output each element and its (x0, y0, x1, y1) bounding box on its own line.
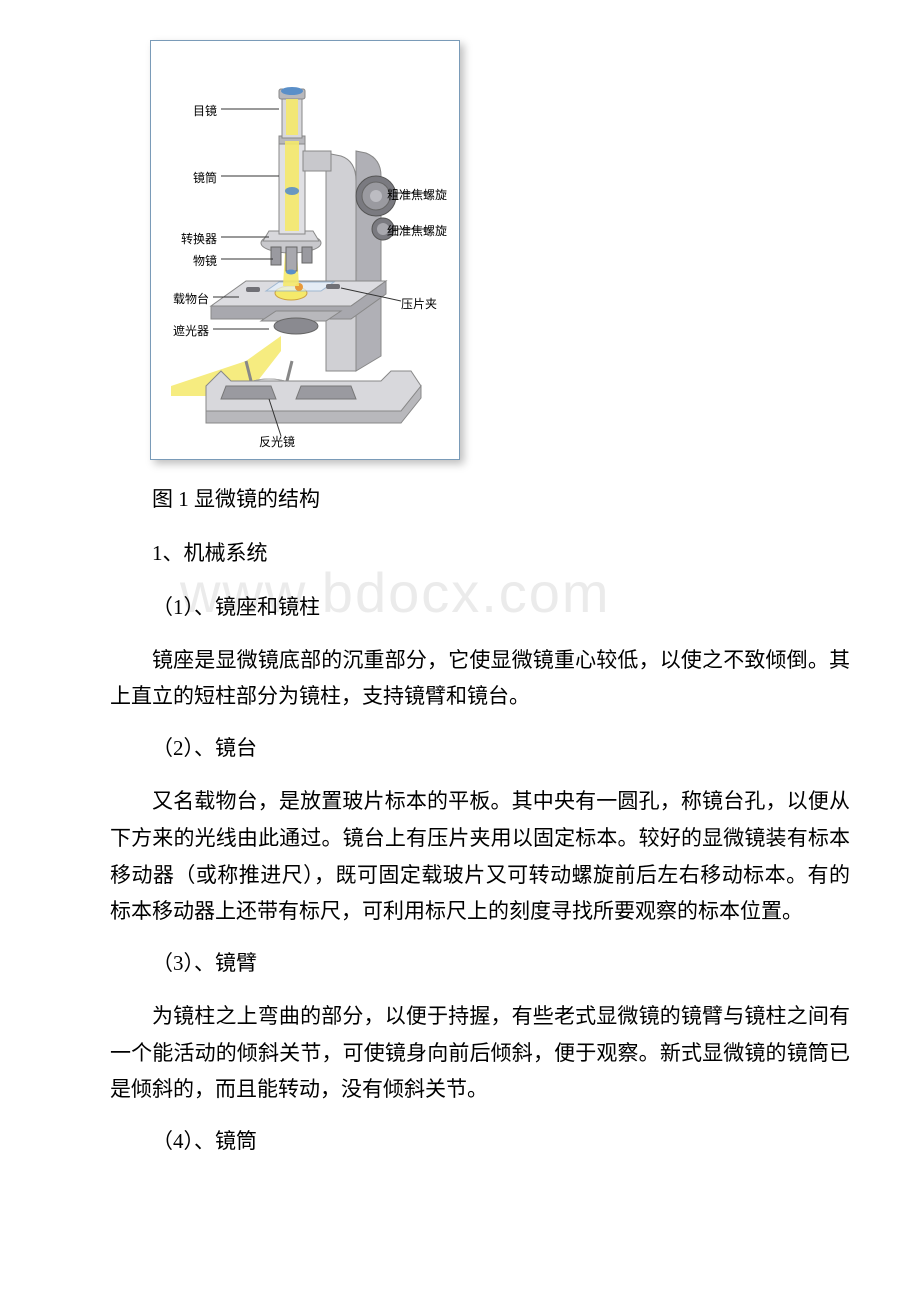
label-eyepiece: 目镜 (193, 102, 217, 119)
label-mirror: 反光镜 (259, 433, 295, 450)
label-coarse: 粗准焦螺旋 (387, 186, 447, 203)
section-1-2-body: 又名载物台，是放置玻片标本的平板。其中央有一圆孔，称镜台孔，以便从下方来的光线由… (110, 783, 850, 930)
label-nosepiece: 转换器 (181, 230, 217, 247)
section-1-2-heading: （2）、镜台 (110, 729, 850, 769)
microscope-figure: 目镜 镜筒 转换器 物镜 载物台 遮光器 反光镜 粗准焦螺旋 细准焦螺旋 压片夹 (150, 40, 460, 460)
section-1-3-heading: （3）、镜臂 (110, 944, 850, 984)
section-1-1-heading: （1）、镜座和镜柱 (110, 588, 850, 628)
section-1-1-body: 镜座是显微镜底部的沉重部分，它使显微镜重心较低，以使之不致倾倒。其上直立的短柱部… (110, 642, 850, 716)
section-1-heading: 1、机械系统 (110, 534, 850, 574)
section-1-4-heading: （4）、镜筒 (110, 1122, 850, 1162)
label-tube: 镜筒 (193, 169, 217, 186)
label-objective: 物镜 (193, 252, 217, 269)
figure-container: 目镜 镜筒 转换器 物镜 载物台 遮光器 反光镜 粗准焦螺旋 细准焦螺旋 压片夹 (150, 40, 850, 460)
label-diaphragm: 遮光器 (173, 322, 209, 339)
label-fine: 细准焦螺旋 (387, 222, 447, 239)
label-stage: 载物台 (173, 290, 209, 307)
label-clip: 压片夹 (401, 295, 437, 312)
figure-caption: 图 1 显微镜的结构 (110, 480, 850, 520)
section-1-3-body: 为镜柱之上弯曲的部分，以便于持握，有些老式显微镜的镜臂与镜柱之间有一个能活动的倾… (110, 998, 850, 1108)
page-content: 目镜 镜筒 转换器 物镜 载物台 遮光器 反光镜 粗准焦螺旋 细准焦螺旋 压片夹… (110, 40, 850, 1162)
